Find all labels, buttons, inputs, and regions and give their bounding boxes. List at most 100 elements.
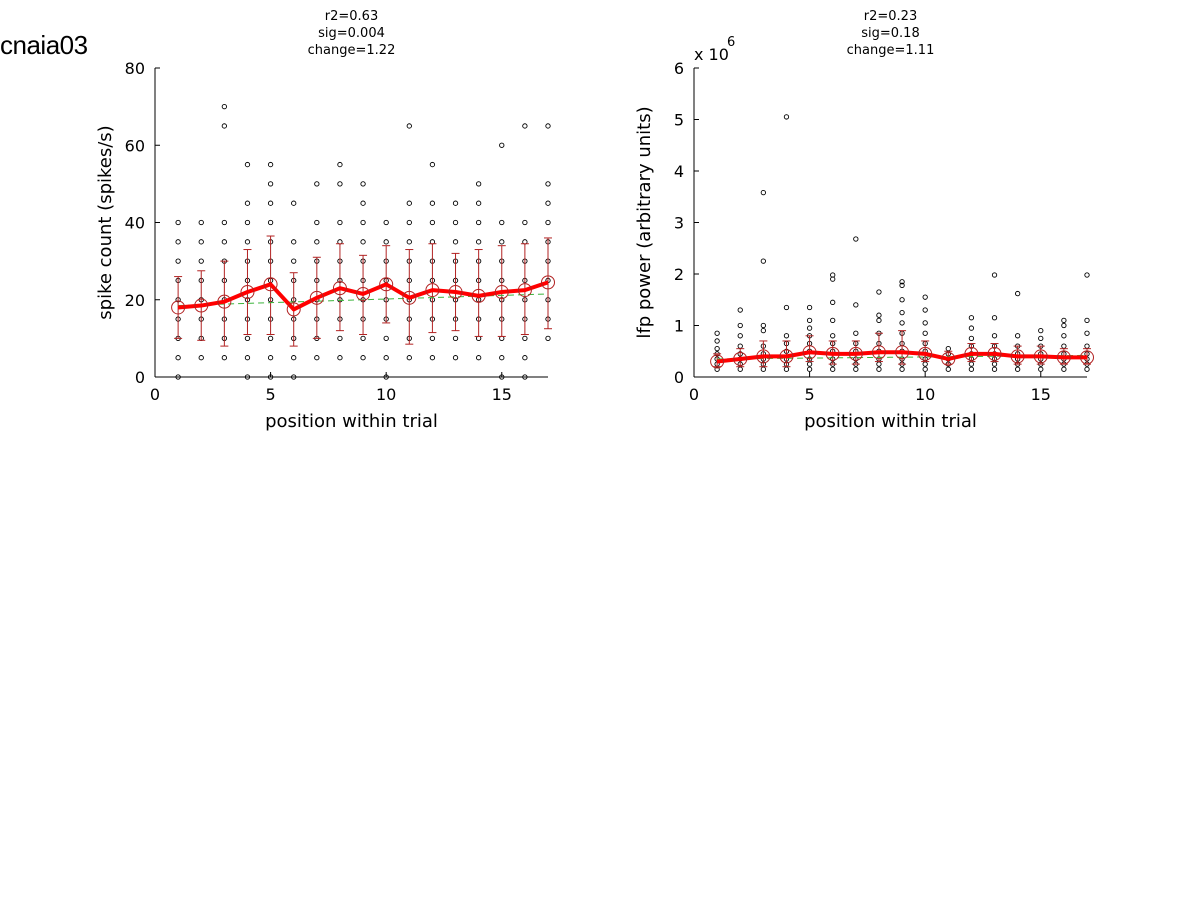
data-point (922, 294, 928, 300)
data-point (899, 297, 905, 303)
data-point (1038, 335, 1044, 342)
data-point (221, 219, 228, 226)
data-point (360, 355, 366, 361)
data-point (452, 239, 459, 245)
data-point (876, 312, 882, 318)
mean-marker (240, 285, 255, 300)
data-point (922, 361, 928, 367)
data-point (1084, 330, 1090, 336)
data-point (714, 338, 720, 344)
stat-label: r2=0.63 (325, 9, 378, 24)
data-point (291, 258, 297, 264)
data-point (830, 272, 836, 278)
x-tick-label: 15 (492, 385, 512, 404)
mean-marker (541, 275, 555, 290)
data-point (267, 161, 274, 168)
data-point (830, 333, 836, 339)
data-point (853, 236, 859, 242)
mean-marker (1010, 349, 1025, 364)
data-point (1061, 317, 1067, 323)
mean-marker (425, 283, 440, 298)
mean-marker (194, 298, 209, 313)
x-tick-label: 15 (1031, 385, 1051, 404)
data-point (314, 219, 320, 226)
data-point (714, 330, 720, 336)
mean-marker (1056, 350, 1071, 365)
data-point (221, 103, 228, 110)
y-axis-label: lfp power (arbitrary units) (634, 106, 655, 338)
data-point (314, 181, 320, 187)
data-point (806, 304, 813, 311)
data-point (737, 366, 743, 372)
data-point (830, 366, 836, 372)
data-point (360, 200, 366, 206)
data-point (737, 333, 743, 339)
data-point (360, 335, 366, 342)
data-point (1061, 333, 1067, 339)
data-point (806, 317, 813, 323)
data-point (244, 355, 251, 361)
data-point (853, 366, 859, 372)
data-point (360, 219, 366, 226)
mean-marker (733, 351, 748, 366)
y-tick-label: 2 (674, 265, 684, 284)
data-point (406, 123, 412, 129)
x-tick-label: 5 (804, 385, 814, 404)
data-point (198, 258, 204, 264)
data-point (1084, 317, 1090, 323)
data-point (522, 123, 528, 129)
data-point (853, 302, 859, 308)
data-point (991, 366, 998, 372)
data-point (221, 355, 228, 361)
data-point (198, 355, 204, 361)
data-point (383, 239, 389, 245)
figure-title: cnaia03 (0, 30, 88, 60)
data-point (968, 335, 975, 342)
x-tick-label: 0 (150, 385, 160, 404)
data-point (899, 320, 905, 326)
x-axis-label: position within trial (265, 411, 438, 432)
data-point (806, 361, 813, 367)
data-point (429, 200, 436, 206)
data-point (968, 315, 975, 321)
data-point (175, 219, 181, 226)
data-point (383, 355, 389, 361)
chart-panel-2: r2=0.23 sig=0.18 change=1.11 0 5 10 15 0 1 2 3 4 5 6x… (634, 9, 1094, 432)
data-point (383, 374, 389, 380)
y-tick-label: 80 (125, 59, 145, 78)
mean-marker (263, 277, 278, 292)
data-point (267, 335, 274, 342)
mean-marker (941, 351, 956, 366)
data-point (244, 200, 251, 206)
mean-marker (517, 283, 532, 298)
data-point (337, 335, 343, 342)
y-tick-label: 60 (125, 136, 145, 155)
data-point (853, 330, 859, 336)
data-point (1084, 366, 1090, 372)
y-tick-label: 6 (674, 59, 684, 78)
mean-line (177, 280, 549, 312)
data-point (198, 219, 204, 226)
data-point (806, 325, 813, 331)
mean-marker (802, 345, 817, 360)
data-point (314, 239, 320, 245)
data-point (475, 239, 482, 245)
mean-marker (779, 349, 794, 364)
data-point (806, 366, 813, 372)
data-point (991, 315, 998, 321)
mean-marker (964, 346, 979, 361)
y-tick-label: 20 (125, 291, 145, 310)
axis-exponent-power: 6 (727, 35, 735, 50)
data-point (267, 200, 274, 206)
data-point (1038, 327, 1044, 334)
data-point (876, 317, 882, 323)
data-point (968, 361, 975, 367)
data-point (337, 355, 343, 361)
x-tick-label: 10 (915, 385, 935, 404)
data-point (760, 366, 767, 372)
stat-label: change=1.11 (847, 43, 935, 58)
data-point (452, 219, 459, 226)
data-point (1061, 322, 1067, 329)
data-point (522, 219, 528, 226)
mean-marker (494, 285, 509, 300)
